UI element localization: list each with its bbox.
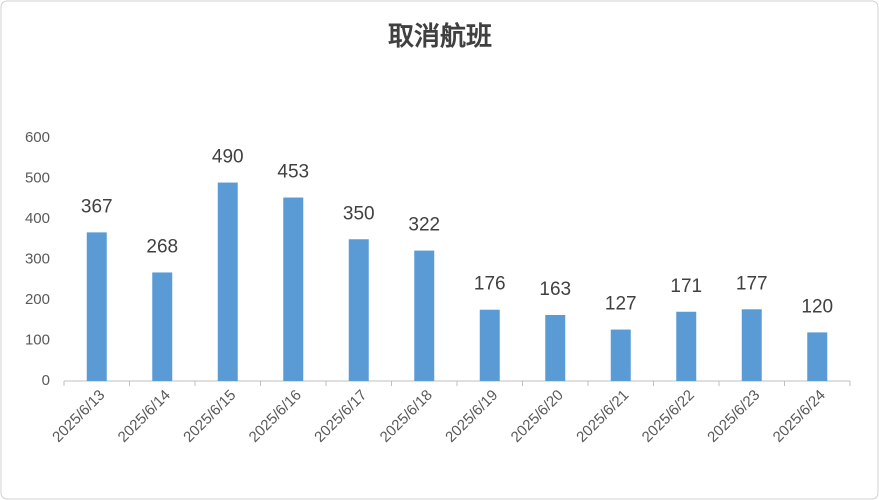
bar [86, 232, 107, 381]
bar [545, 314, 566, 381]
bar [348, 239, 369, 381]
value-label: 177 [736, 273, 768, 294]
chart-title: 取消航班 [388, 21, 492, 51]
value-label: 490 [212, 147, 244, 168]
y-tick-label: 300 [25, 250, 50, 267]
y-tick-label: 500 [25, 169, 50, 186]
bar [152, 272, 173, 381]
bar [414, 250, 435, 381]
y-tick-label: 100 [25, 331, 50, 348]
bar [741, 309, 762, 381]
value-label: 171 [670, 276, 702, 297]
value-label: 163 [539, 279, 571, 300]
bar [479, 309, 500, 381]
value-label: 176 [474, 274, 506, 295]
value-label: 322 [408, 215, 440, 236]
bar [610, 329, 631, 381]
y-tick-label: 400 [25, 210, 50, 227]
value-label: 268 [146, 236, 178, 257]
value-label: 367 [81, 196, 113, 217]
value-label: 350 [343, 203, 375, 224]
bar [807, 332, 828, 381]
y-tick-label: 600 [25, 129, 50, 146]
value-label: 120 [801, 296, 833, 317]
y-tick-label: 0 [42, 372, 50, 389]
value-label: 453 [277, 162, 309, 183]
value-label: 127 [605, 294, 637, 315]
y-tick-label: 200 [25, 291, 50, 308]
bar [283, 197, 304, 381]
bar [217, 182, 238, 381]
bar [676, 311, 697, 381]
